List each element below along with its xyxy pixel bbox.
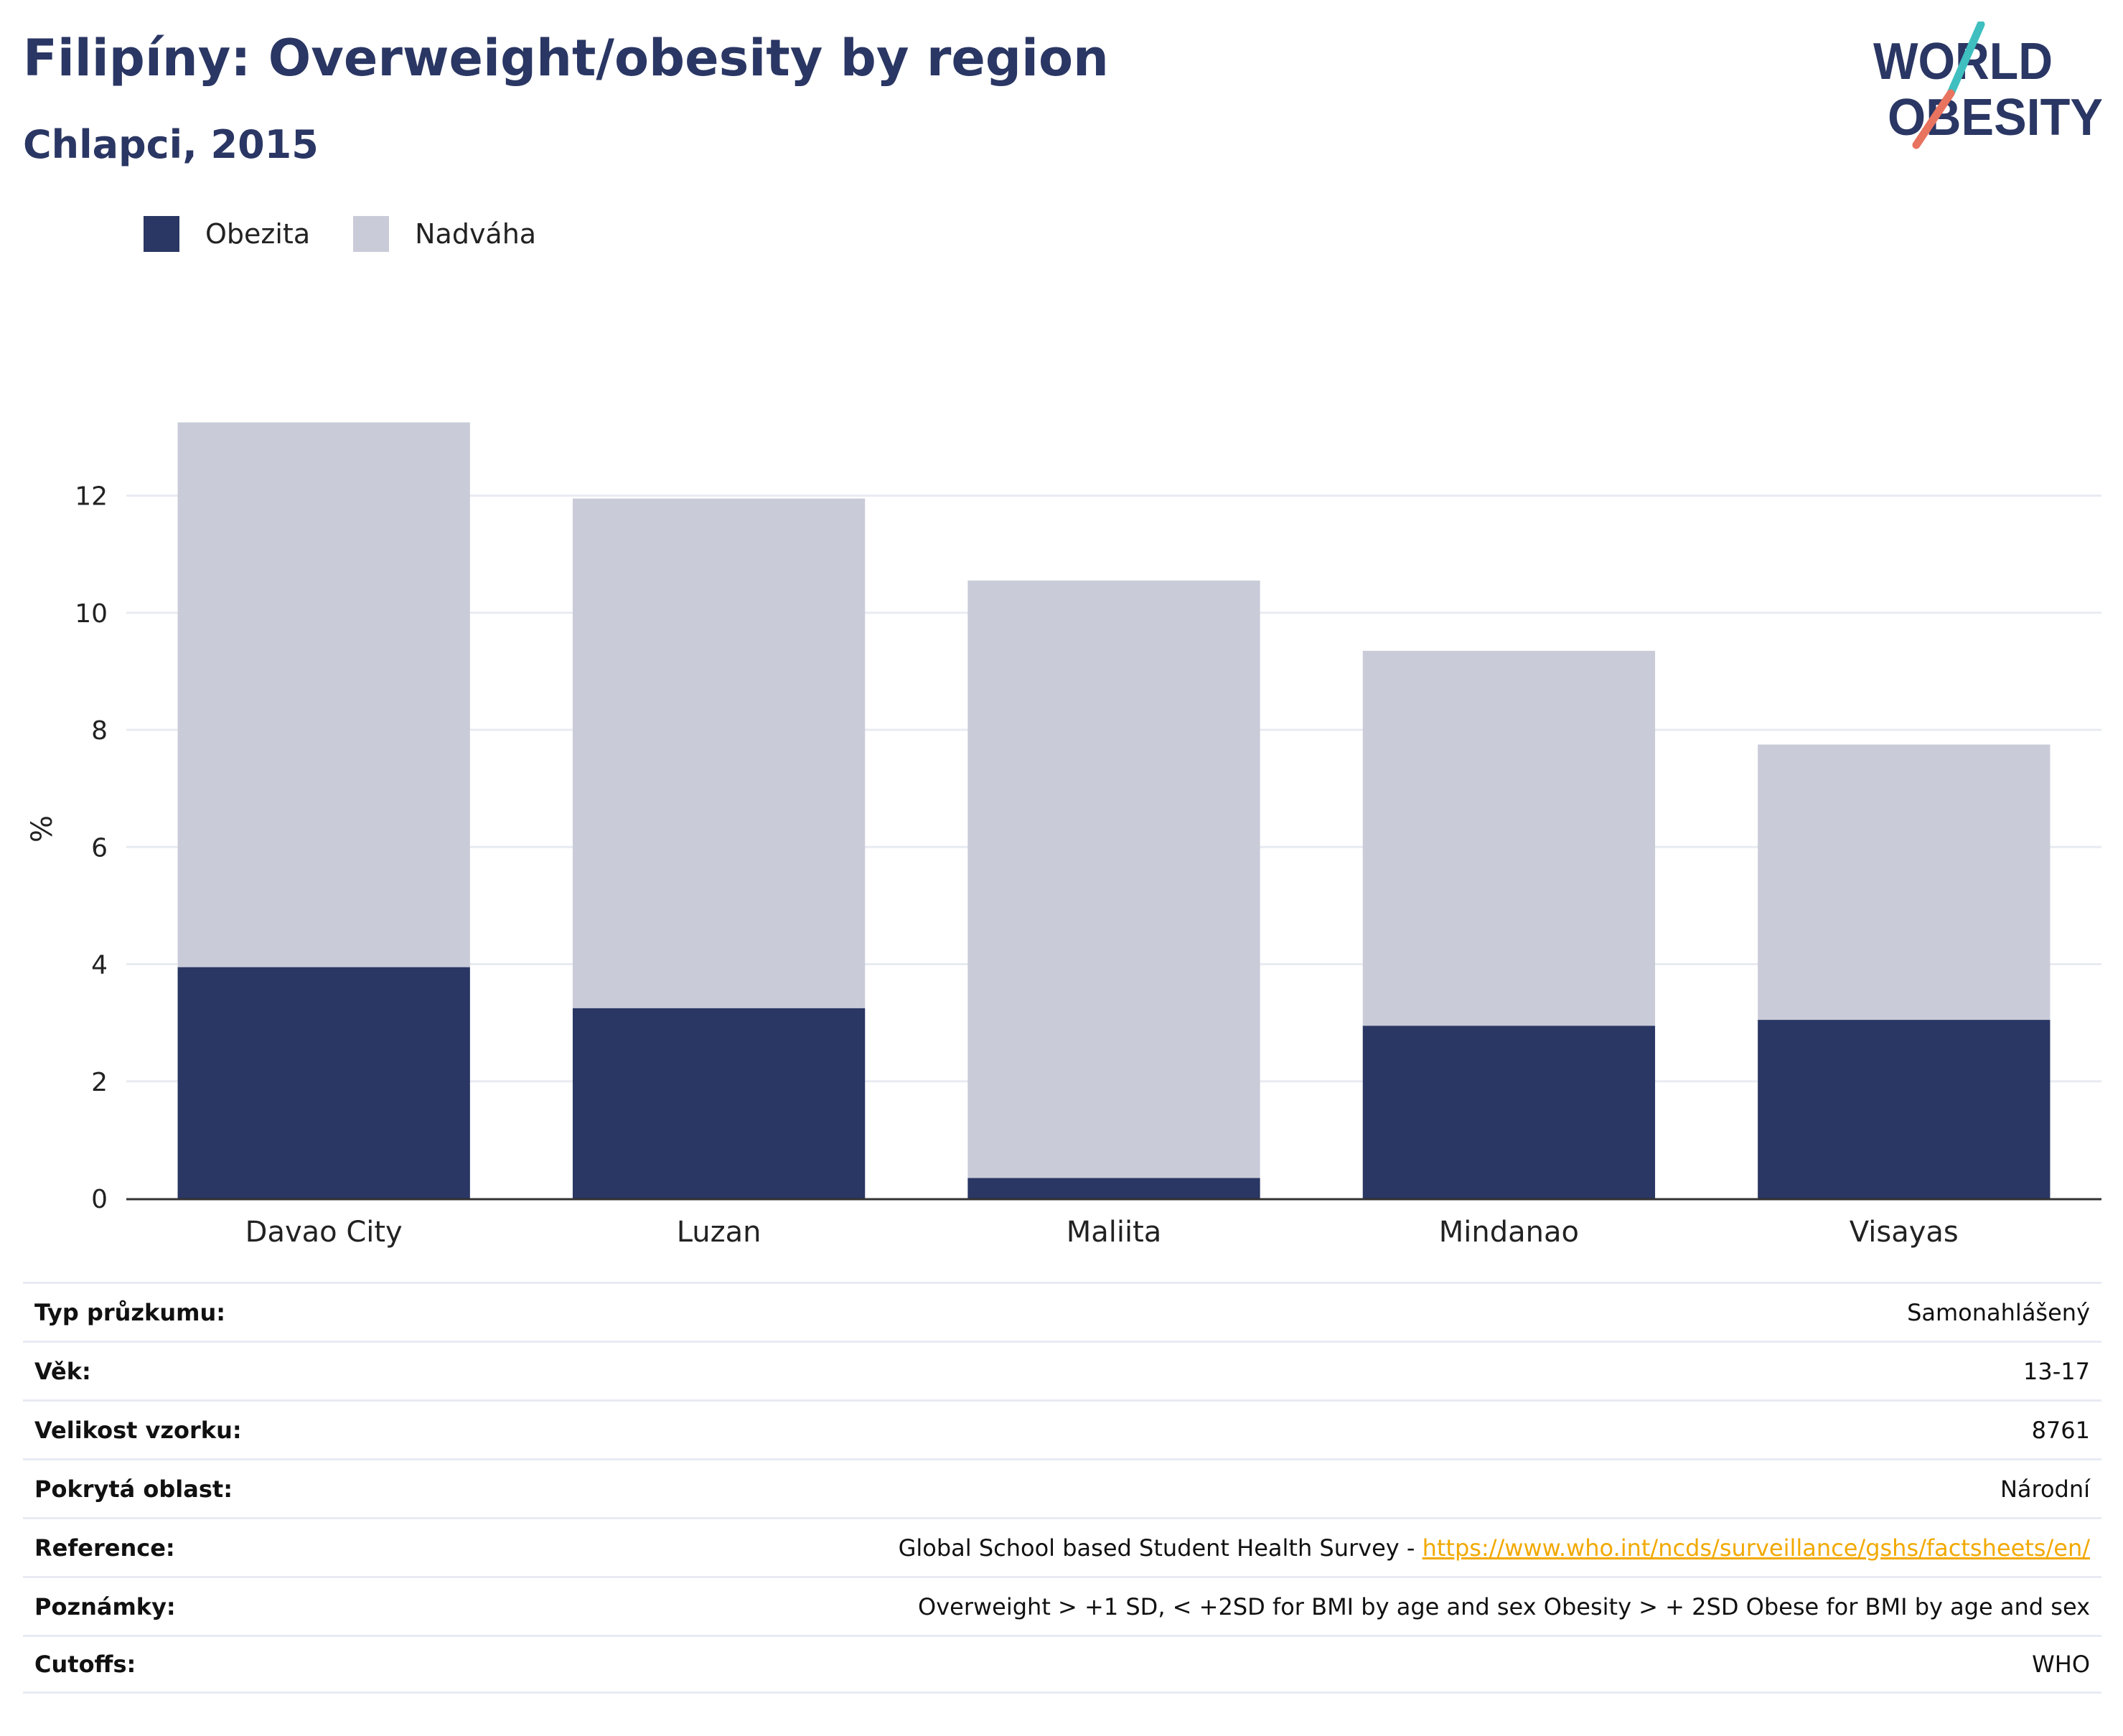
info-label: Typ průzkumu: — [34, 1298, 226, 1326]
legend-label-obezita: Obezita — [205, 218, 311, 250]
info-label: Cutoffs: — [34, 1651, 136, 1678]
info-value: 13-17 — [2023, 1358, 2090, 1385]
chart-subtitle: Chlapci, 2015 — [23, 122, 319, 167]
info-row: Velikost vzorku: 8761 — [23, 1399, 2101, 1458]
info-value-text: Global School based Student Health Surve… — [898, 1534, 1423, 1562]
info-value: Global School based Student Health Surve… — [899, 1534, 2090, 1562]
info-row: Reference: Global School based Student He… — [23, 1517, 2101, 1576]
info-value-text: Overweight > +1 SD, < +2SD for BMI by ag… — [918, 1592, 2090, 1620]
info-value-text: 13-17 — [2023, 1357, 2090, 1385]
info-value: Overweight > +1 SD, < +2SD for BMI by ag… — [918, 1593, 2090, 1620]
bar-visayas-nadvaha — [1758, 744, 2051, 1021]
bar-mindanao-nadvaha — [1362, 650, 1656, 1026]
info-value-text: Samonahlášený — [1907, 1298, 2090, 1326]
chart-legend: Obezita Nadváha — [144, 212, 579, 255]
info-value-text: WHO — [2032, 1651, 2090, 1678]
bar-mindanao-obezita — [1362, 1026, 1656, 1198]
y-tick-label: 2 — [91, 1068, 108, 1097]
y-tick-label: 8 — [91, 716, 108, 746]
legend-item-nadvaha[interactable]: Nadváha — [353, 216, 536, 252]
info-value: Samonahlášený — [1907, 1299, 2090, 1326]
legend-swatch-obezita — [144, 216, 179, 252]
y-tick-label: 12 — [75, 482, 108, 512]
survey-info-table: Typ průzkumu: Samonahlášený Věk: 13-17 Velik… — [23, 1282, 2101, 1694]
x-tick-label: Davao City — [245, 1216, 403, 1249]
legend-label-nadvaha: Nadváha — [415, 218, 537, 250]
y-tick-label: 0 — [91, 1185, 108, 1214]
info-row: Pokrytá oblast: Národní — [23, 1458, 2101, 1517]
info-row: Cutoffs: WHO — [23, 1635, 2101, 1694]
x-tick-label: Maliita — [1067, 1216, 1162, 1249]
info-row: Věk: 13-17 — [23, 1341, 2101, 1399]
bar-visayas-obezita — [1758, 1020, 2051, 1198]
info-label: Velikost vzorku: — [34, 1416, 242, 1444]
stacked-bar-chart: 0 2 4 6 8 10 12% Davao City Luzan Maliita Mindanao… — [26, 422, 2101, 1249]
info-label: Reference: — [34, 1534, 175, 1562]
bar-maliita-nadvaha — [967, 580, 1260, 1178]
y-axis-title: % — [26, 815, 59, 843]
bar-davao-city-obezita — [177, 967, 470, 1198]
info-row: Poznámky: Overweight > +1 SD, < +2SD for … — [23, 1576, 2101, 1635]
y-tick-label: 6 — [91, 833, 108, 863]
info-value-text: 8761 — [2031, 1416, 2090, 1444]
x-tick-label: Visayas — [1850, 1216, 1959, 1249]
info-label: Pokrytá oblast: — [34, 1475, 233, 1503]
bar-luzan-nadvaha — [572, 498, 866, 1008]
chart-title: Filipíny: Overweight/obesity by region — [23, 29, 1109, 88]
legend-swatch-nadvaha — [353, 216, 390, 252]
info-label: Poznámky: — [34, 1592, 176, 1620]
info-value: 8761 — [2032, 1417, 2090, 1444]
info-value-text: Národní — [2000, 1475, 2090, 1503]
info-label: Věk: — [34, 1357, 91, 1385]
info-value: Národní — [2000, 1475, 2090, 1503]
x-tick-label: Mindanao — [1439, 1216, 1579, 1249]
bar-maliita-obezita — [967, 1178, 1260, 1198]
info-row: Typ průzkumu: Samonahlášený — [23, 1282, 2101, 1341]
reference-link[interactable]: https://www.who.int/ncds/surveillance/gs… — [1422, 1534, 2090, 1562]
info-value: WHO — [2032, 1651, 2090, 1678]
bar-davao-city-nadvaha — [177, 422, 470, 967]
x-tick-label: Luzan — [677, 1216, 761, 1249]
legend-item-obezita[interactable]: Obezita — [144, 216, 310, 252]
bar-luzan-obezita — [572, 1008, 866, 1198]
world-obesity-logo: WORLD OBESITY — [1873, 22, 2103, 149]
y-tick-label: 4 — [91, 951, 108, 980]
y-tick-label: 10 — [75, 599, 108, 629]
